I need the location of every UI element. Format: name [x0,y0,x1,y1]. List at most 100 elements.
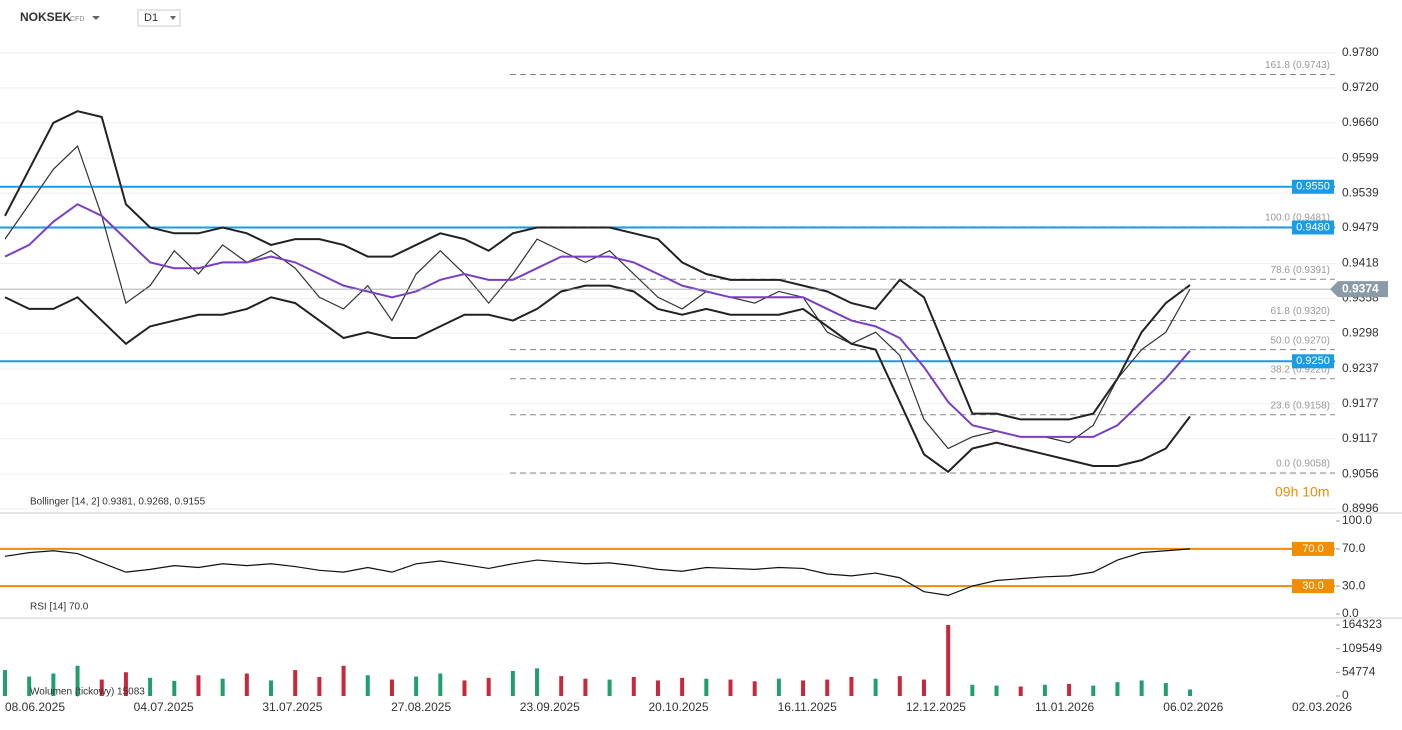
y-tick-label: 0.9237 [1342,361,1379,375]
volume-bar [389,679,394,696]
last-price-badge [1330,281,1388,298]
volume-bar [873,678,878,696]
volume-bar [1091,685,1096,696]
volume-bar [148,677,153,696]
volume-bar [535,668,540,696]
volume-bar [801,680,806,696]
fib-label: 161.8 (0.9743) [1265,60,1330,71]
volume-bar [849,676,854,696]
series-line [4,144,1191,450]
fib-label: 23.6 (0.9158) [1271,400,1331,411]
interval-dropdown[interactable] [170,16,176,20]
y-tick-label: 30.0 [1342,578,1366,592]
fib-label: 78.6 (0.9391) [1271,265,1331,276]
volume-bar [607,679,612,696]
x-tick-label: 12.12.2025 [906,700,966,714]
y-tick-label: 164323 [1342,617,1382,631]
level-badge [1292,579,1334,594]
x-tick-label: 02.03.2026 [1292,700,1352,714]
level-badge [1292,354,1334,369]
y-tick-label: 0.9720 [1342,80,1379,94]
y-tick-label: 0.9117 [1342,431,1378,445]
volume-bar [1139,680,1144,696]
y-tick-label: 0.9177 [1342,396,1379,410]
volume-bar [1188,689,1192,696]
volume-bar [365,675,370,696]
volume-bar [196,675,201,696]
countdown: 09h 10m [1275,484,1329,500]
y-tick-label: 0 [1342,688,1349,702]
indicator-legend: RSI [14] 70.0 [30,602,89,613]
volume-bar [970,684,975,696]
volume-bar [462,680,467,696]
x-tick-label: 20.10.2025 [648,700,708,714]
y-tick-label: 0.9660 [1342,115,1379,129]
y-tick-label: 0.0 [1342,606,1359,620]
fib-label: 50.0 (0.9270) [1271,335,1331,346]
indicator-legend: Bollinger [14, 2] 0.9381, 0.9268, 0.9155 [30,497,206,508]
x-tick-label: 11.01.2026 [1035,700,1094,714]
volume-bar [317,676,322,696]
symbol-dropdown[interactable] [92,16,100,20]
x-tick-label: 06.02.2026 [1163,700,1223,714]
volume-bar [728,679,733,696]
level-label: 30.0 [1302,580,1323,592]
y-tick-label: 70.0 [1342,541,1366,555]
volume-bar [776,678,781,696]
volume-bar [559,676,564,696]
volume-bar [1067,683,1072,696]
volume-bar [269,680,274,696]
y-tick-label: 0.8996 [1342,501,1379,515]
y-tick-label: 0.9298 [1342,326,1379,340]
last-price-label: 0.9374 [1342,281,1379,295]
indicator-legend: Wolumen (tickowy) 15083 [30,687,145,698]
fib-label: 38.2 (0.9220) [1271,364,1331,375]
volume-bar [1163,683,1168,696]
volume-bar [486,677,491,696]
level-badge [1292,179,1334,194]
volume-bar [244,673,249,696]
level-label: 0.9480 [1296,221,1330,233]
level-label: 70.0 [1302,543,1323,555]
interval-box[interactable] [137,9,181,27]
volume-bar [752,681,757,696]
fib-label: 0.0 (0.9058) [1276,459,1330,470]
x-tick-label: 27.08.2025 [391,700,451,714]
volume-bar [27,676,32,696]
series-line [4,110,1191,421]
y-tick-label: 0.9418 [1342,256,1379,270]
series-line [4,203,1191,438]
volume-bar [1042,684,1047,696]
x-tick-label: 31.07.2025 [262,700,322,714]
symbol-kind: CFD [70,16,84,23]
volume-bar [897,676,902,696]
volume-bar [1115,682,1120,696]
level-badge [1292,541,1334,556]
volume-bar [1018,686,1023,696]
x-tick-label: 08.06.2025 [5,700,65,714]
volume-bar [3,670,7,696]
x-tick-label: 16.11.2025 [778,700,837,714]
level-label: 0.9550 [1296,181,1330,193]
symbol[interactable]: NOKSEK [20,10,72,24]
x-tick-label: 23.09.2025 [520,700,580,714]
volume-bar [172,680,177,696]
x-tick-label: 04.07.2025 [134,700,194,714]
volume-bar [631,676,636,696]
volume-bar [825,679,830,696]
level-badge [1292,220,1334,235]
y-tick-label: 54774 [1342,665,1376,679]
interval[interactable]: D1 [144,12,158,24]
volume-bar [438,673,443,696]
y-tick-label: 0.9056 [1342,466,1379,480]
y-tick-label: 0.9539 [1342,185,1379,199]
y-tick-label: 109549 [1342,641,1382,655]
volume-bar [994,685,999,696]
y-tick-label: 0.9780 [1342,45,1379,59]
volume-bar [655,680,660,696]
series-line [4,548,1191,597]
volume-bar [293,670,298,696]
volume-bar [99,679,104,696]
volume-bar [680,677,685,696]
